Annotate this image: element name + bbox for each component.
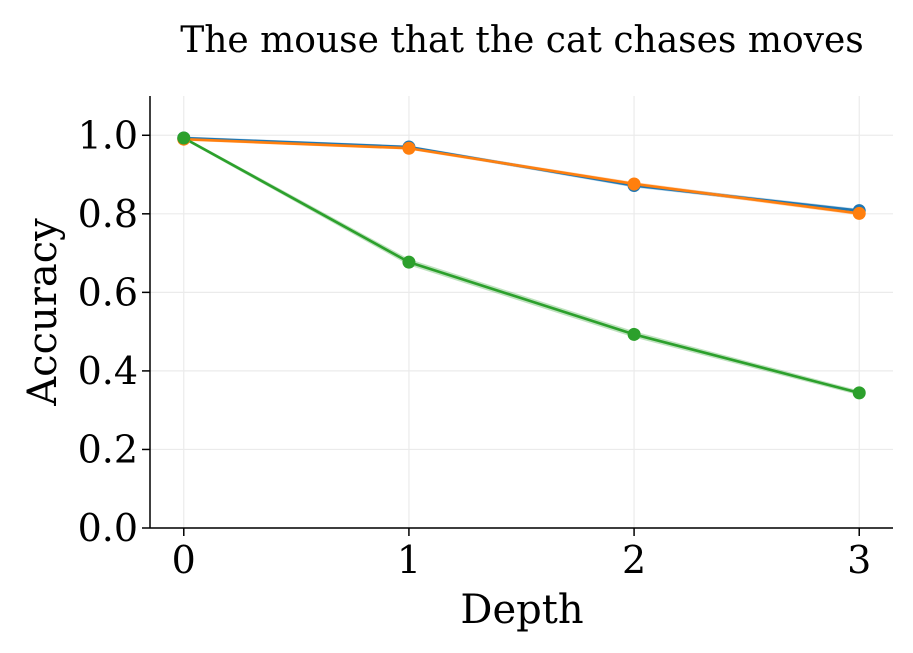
- series-2-band: [183, 137, 860, 216]
- grid: [150, 96, 893, 529]
- series-points: [177, 131, 866, 400]
- series-3-point: [402, 255, 416, 269]
- y-axis-label: Accuracy: [20, 218, 66, 407]
- series-2-line: [183, 137, 860, 215]
- tick-labels: 0.0 0.2 0.4 0.6 0.8 1.0 0 1 2 3: [78, 113, 872, 582]
- confidence-bands: [183, 136, 860, 396]
- y-tick-label: 0.6: [78, 270, 138, 314]
- x-tick-label: 1: [397, 538, 421, 582]
- x-tick-label: 0: [172, 538, 196, 582]
- y-tick-label: 0.0: [78, 506, 138, 550]
- chart-title: The mouse that the cat chases moves: [180, 20, 864, 61]
- series-3-band: [183, 136, 860, 396]
- x-axis-label: Depth: [460, 587, 583, 633]
- y-tick-label: 0.4: [78, 349, 138, 393]
- series-3-point: [852, 386, 866, 400]
- series-1-band: [183, 136, 860, 213]
- y-tick-label: 0.2: [78, 427, 138, 471]
- series-3-line: [183, 136, 860, 395]
- x-tick-label: 3: [847, 538, 871, 582]
- series-3-point: [627, 327, 641, 341]
- series-3-point: [177, 131, 191, 145]
- y-tick-label: 0.8: [78, 192, 138, 236]
- x-tick-label: 2: [622, 538, 646, 582]
- series-2-point: [627, 177, 641, 191]
- series-lines: [183, 136, 860, 395]
- axes: [142, 96, 893, 536]
- series-2-point: [402, 141, 416, 155]
- y-tick-label: 1.0: [78, 113, 138, 157]
- series-2-point: [852, 206, 866, 220]
